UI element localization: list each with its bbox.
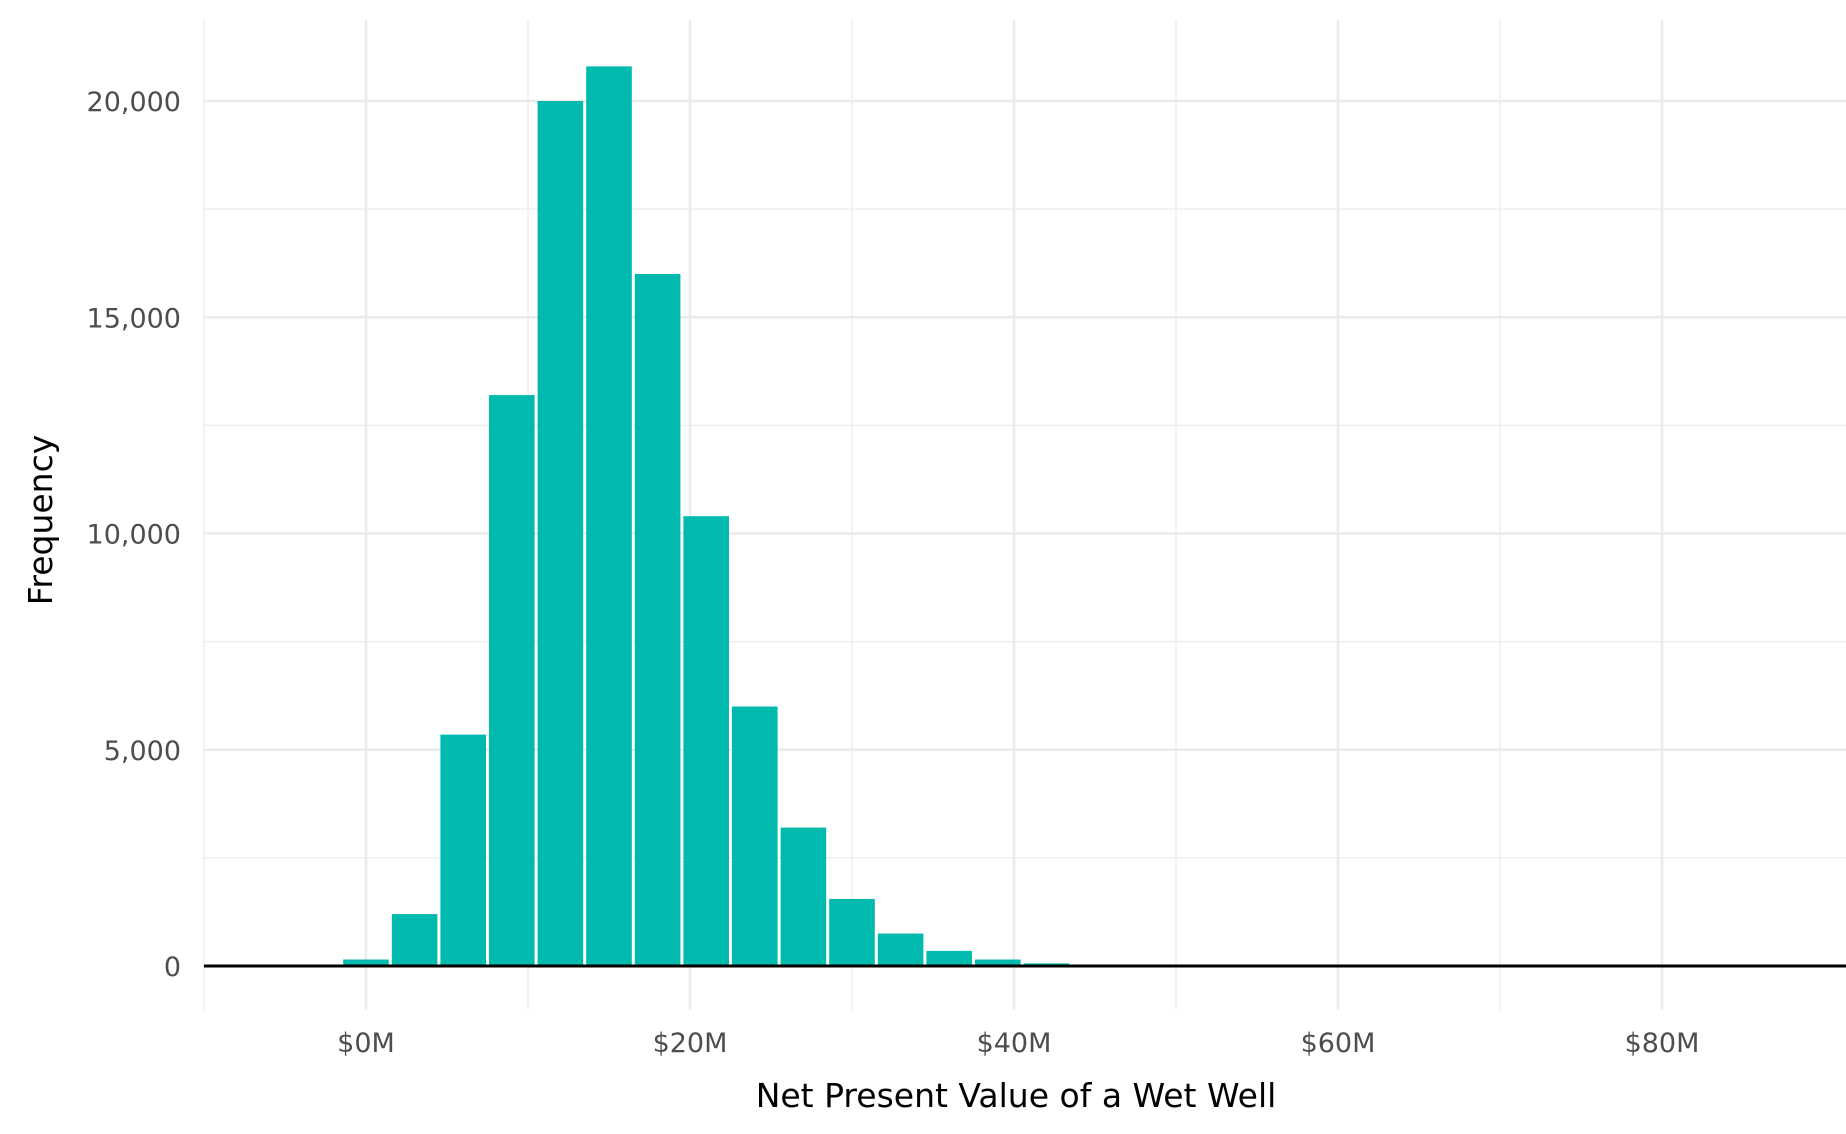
histogram-bar <box>926 950 972 966</box>
y-tick-label: 5,000 <box>104 736 181 767</box>
y-tick-label: 20,000 <box>87 87 181 118</box>
histogram-bar <box>537 101 584 966</box>
histogram-bar <box>829 898 875 966</box>
histogram-bar <box>877 933 924 966</box>
y-axis-tick-labels: 0 5,000 10,000 15,000 20,000 <box>87 87 181 983</box>
histogram-bar <box>391 914 438 966</box>
histogram-bar <box>440 734 486 966</box>
x-axis-title: Net Present Value of a Wet Well <box>756 1076 1277 1115</box>
histogram-bar <box>343 959 389 966</box>
major-grid <box>204 20 1846 1010</box>
histogram-bar <box>634 274 681 966</box>
x-tick-label: $0M <box>337 1028 395 1059</box>
x-tick-label: $40M <box>977 1028 1052 1059</box>
histogram-bar <box>683 516 729 966</box>
histogram-bar <box>975 959 1021 966</box>
histogram-bar <box>780 827 827 966</box>
y-tick-label: 0 <box>164 952 181 983</box>
x-axis-tick-labels: $0M $20M $40M $60M $80M <box>337 1028 1699 1059</box>
histogram-bar <box>732 706 778 966</box>
x-tick-label: $60M <box>1301 1028 1376 1059</box>
x-tick-label: $80M <box>1625 1028 1700 1059</box>
y-tick-label: 10,000 <box>87 520 181 551</box>
histogram-bars <box>343 66 1215 967</box>
histogram-bar <box>586 66 632 966</box>
y-axis-title: Frequency <box>21 435 60 605</box>
x-tick-label: $20M <box>653 1028 728 1059</box>
y-tick-label: 15,000 <box>87 303 181 334</box>
histogram-bar <box>489 395 535 967</box>
